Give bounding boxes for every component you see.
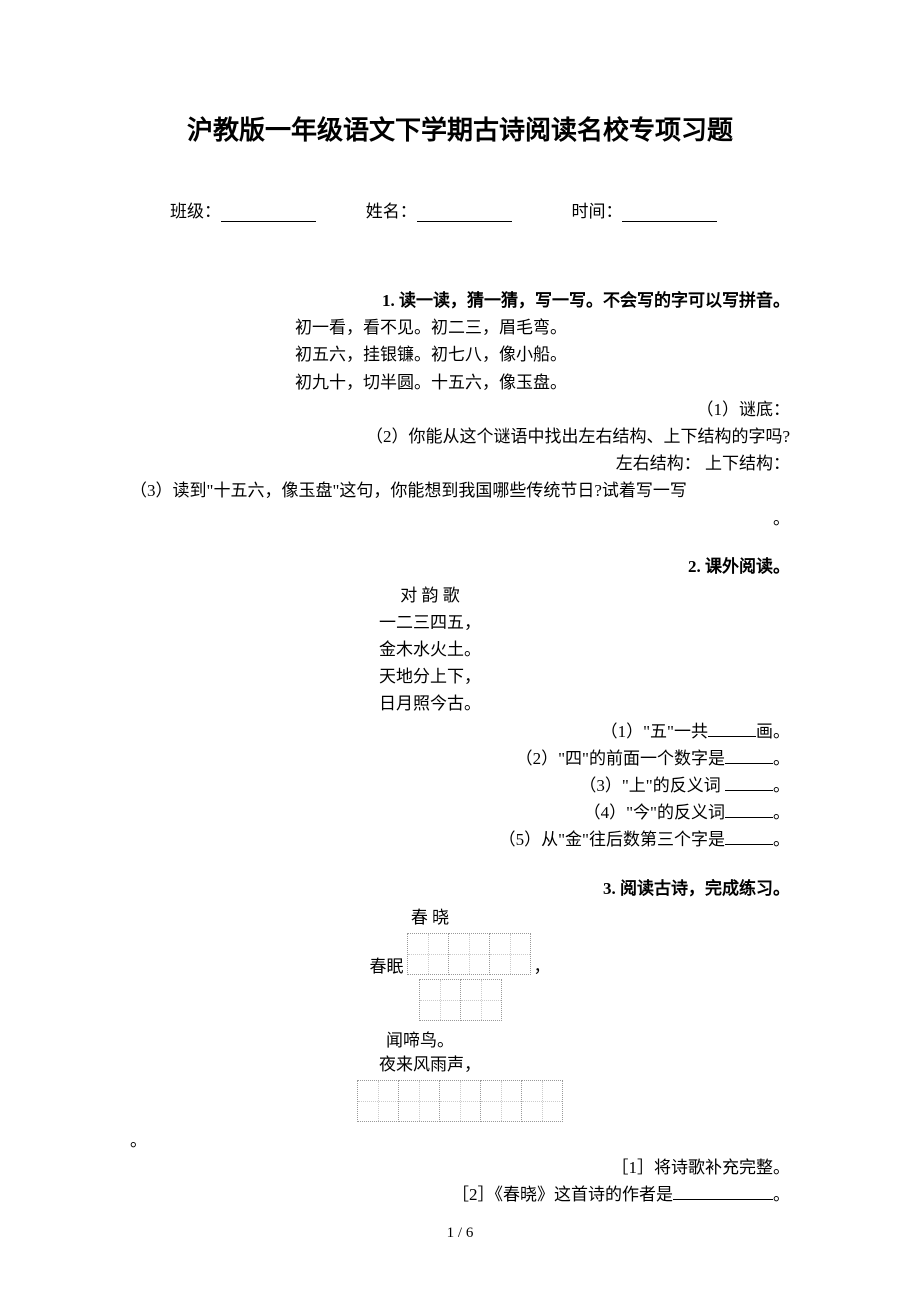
q2-sub1b: 画。 xyxy=(756,722,790,741)
q3-sub2b: 。 xyxy=(773,1185,790,1204)
q1-sub1: （1）谜底： xyxy=(130,396,790,423)
q2-line2: 金木水火土。 xyxy=(275,636,585,663)
q1-sub2b: 左右结构： 上下结构： xyxy=(130,450,790,477)
q1-sub3: （3）读到"十五六，像玉盘"这句，你能想到我国哪些传统节日?试着写一写 xyxy=(130,477,790,504)
q3-line2b: 闻啼鸟。 xyxy=(130,1026,790,1051)
q2-sub3a: （3）"上"的反义词 xyxy=(579,776,725,795)
q2-line1: 一二三四五， xyxy=(275,609,585,636)
q3-line1-post: ， xyxy=(534,952,551,977)
name-blank[interactable] xyxy=(417,204,512,222)
q3-sub2a: ［2］《春晓》这首诗的作者是 xyxy=(452,1185,673,1204)
q2-sub3b: 。 xyxy=(773,776,790,795)
q1-sub2: （2）你能从这个谜语中找出左右结构、上下结构的字吗? xyxy=(130,423,790,450)
q3-line3: 夜来风雨声， xyxy=(275,1051,585,1078)
q2-poem-title: 对 韵 歌 xyxy=(275,582,585,609)
q2-line3: 天地分上下， xyxy=(275,663,585,690)
q1-line3: 初九十，切半圆。十五六，像玉盘。 xyxy=(295,369,790,396)
q2-sub3: （3）"上"的反义词 。 xyxy=(130,772,790,799)
q3-sub2: ［2］《春晓》这首诗的作者是 。 xyxy=(130,1181,790,1208)
q2-sub1a: （1）"五"一共 xyxy=(601,722,708,741)
q2-blank3[interactable] xyxy=(725,775,773,791)
class-label: 班级： xyxy=(170,197,221,222)
q3-line4-post: 。 xyxy=(130,1127,790,1154)
q3-line4 xyxy=(130,1078,790,1127)
time-label: 时间： xyxy=(571,197,622,222)
q2-sub5: （5）从"金"往后数第三个字是 。 xyxy=(130,826,790,853)
q2-blank4[interactable] xyxy=(725,802,773,818)
document-title: 沪教版一年级语文下学期古诗阅读名校专项习题 xyxy=(130,110,790,147)
name-label: 姓名： xyxy=(366,197,417,222)
q3-line2-post: 闻啼鸟。 xyxy=(386,1026,454,1051)
q3-line1-pre: 春眠 xyxy=(370,952,404,977)
q1-line2: 初五六，挂银镰。初七八，像小船。 xyxy=(295,341,790,368)
info-row: 班级： 姓名： 时间： xyxy=(130,197,790,222)
answer-grid-2[interactable] xyxy=(419,979,502,1021)
answer-grid-5[interactable] xyxy=(357,1080,563,1122)
q3-line1: 春眠 ， xyxy=(130,931,790,977)
class-blank[interactable] xyxy=(221,204,316,222)
q3-title: 3. 阅读古诗，完成练习。 xyxy=(130,874,790,899)
q2-sub4: （4）"今"的反义词 。 xyxy=(130,799,790,826)
q2-blank5[interactable] xyxy=(725,829,773,845)
q2-sub2a: （2）"四"的前面一个数字是 xyxy=(516,749,725,768)
q2-sub2: （2）"四"的前面一个数字是 。 xyxy=(130,745,790,772)
q2-sub1: （1）"五"一共 画。 xyxy=(130,718,790,745)
q2-sub5a: （5）从"金"往后数第三个字是 xyxy=(499,830,725,849)
q2-line4: 日月照今古。 xyxy=(275,690,585,717)
q2-sub4b: 。 xyxy=(773,803,790,822)
q1-title: 1. 读一读，猜一猜，写一写。不会写的字可以写拼音。 xyxy=(130,287,790,314)
q2-sub4a: （4）"今"的反义词 xyxy=(584,803,725,822)
q3-line2 xyxy=(130,977,790,1026)
q3-sub1: ［1］将诗歌补充完整。 xyxy=(130,1154,790,1181)
page-number: 1 / 6 xyxy=(0,1225,920,1242)
q2-sub5b: 。 xyxy=(773,830,790,849)
q1-sub3b: 。 xyxy=(130,505,790,532)
time-blank[interactable] xyxy=(622,204,717,222)
q2-sub2b: 。 xyxy=(773,749,790,768)
q2-title: 2. 课外阅读。 xyxy=(130,552,790,577)
q3-poem-title: 春 晓 xyxy=(275,904,585,931)
q2-blank1[interactable] xyxy=(708,721,756,737)
q1-line1: 初一看，看不见。初二三，眉毛弯。 xyxy=(295,314,790,341)
q2-blank2[interactable] xyxy=(725,748,773,764)
answer-grid-3a[interactable] xyxy=(407,933,531,975)
q3-blank-author[interactable] xyxy=(673,1184,773,1200)
